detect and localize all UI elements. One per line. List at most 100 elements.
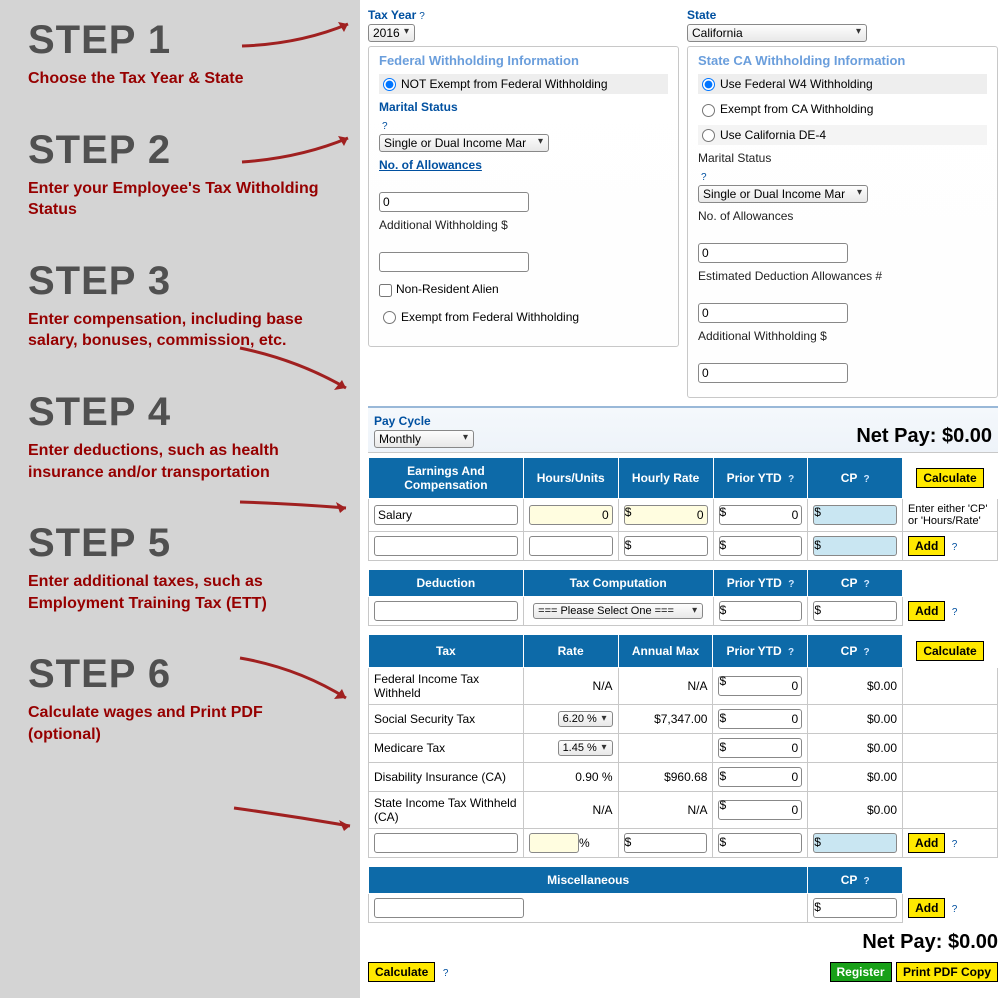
allow-label: No. of Allowances xyxy=(379,158,668,172)
tax-rate-input[interactable] xyxy=(529,833,579,853)
ytd-input[interactable] xyxy=(719,536,803,556)
help-icon[interactable]: ? xyxy=(952,542,958,553)
misc-name-input[interactable] xyxy=(374,898,524,918)
tax-ytd-input[interactable] xyxy=(718,767,802,787)
step4-text: Enter deductions, such as health insuran… xyxy=(28,440,340,483)
federal-marital-select[interactable]: Single or Dual Income Mar xyxy=(379,134,549,152)
cp-input[interactable] xyxy=(813,536,897,556)
state-addl-input[interactable] xyxy=(698,363,848,383)
register-button[interactable]: Register xyxy=(830,962,892,982)
federal-allow-input[interactable] xyxy=(379,192,529,212)
add-button[interactable]: Add xyxy=(908,601,945,621)
nra-checkbox[interactable] xyxy=(379,284,392,297)
federal-not-exempt-radio[interactable]: NOT Exempt from Federal Withholding xyxy=(379,74,668,94)
step2-text: Enter your Employee's Tax Witholding Sta… xyxy=(28,178,340,221)
arrow-icon xyxy=(232,800,358,850)
tax-name-input[interactable] xyxy=(374,833,518,853)
addl-label: Additional Withholding $ xyxy=(379,218,668,232)
help-icon[interactable]: ? xyxy=(419,11,425,22)
rate-input[interactable] xyxy=(624,505,708,525)
state-marital-select[interactable]: Single or Dual Income Mar xyxy=(698,185,868,203)
tax-rate-select[interactable]: 6.20 % xyxy=(558,711,613,727)
state-exempt-radio[interactable]: Exempt from CA Withholding xyxy=(698,99,987,119)
help-icon[interactable]: ? xyxy=(701,172,707,183)
calculate-button[interactable]: Calculate xyxy=(368,962,435,982)
tax-cp-input[interactable] xyxy=(813,833,897,853)
state-usefed-radio[interactable]: Use Federal W4 Withholding xyxy=(698,74,987,94)
state-estded-input[interactable] xyxy=(698,303,848,323)
tax-ytd-input[interactable] xyxy=(718,833,802,853)
cp-input[interactable] xyxy=(813,505,897,525)
add-button[interactable]: Add xyxy=(908,833,945,853)
misc-cp-input[interactable] xyxy=(813,898,897,918)
add-button[interactable]: Add xyxy=(908,898,945,918)
add-button[interactable]: Add xyxy=(908,536,945,556)
deduction-table: DeductionTax ComputationPrior YTD ?CP ? … xyxy=(368,569,998,626)
earn-name-input[interactable] xyxy=(374,505,518,525)
tax-ytd-input[interactable] xyxy=(718,676,802,696)
help-icon[interactable]: ? xyxy=(952,839,958,850)
tax-year-label: Tax Year xyxy=(368,8,416,22)
table-row: State Income Tax Withheld (CA)N/AN/A$$0.… xyxy=(369,791,998,828)
step3-text: Enter compensation, including base salar… xyxy=(28,309,340,352)
state-addl-label: Additional Withholding $ xyxy=(698,329,987,343)
calculate-button[interactable]: Calculate xyxy=(916,641,983,661)
tax-max-input[interactable] xyxy=(624,833,708,853)
ded-name-input[interactable] xyxy=(374,601,518,621)
table-row: Social Security Tax6.20 %$7,347.00$$0.00 xyxy=(369,704,998,733)
state-legend: State CA Withholding Information xyxy=(698,53,987,68)
table-row: % $ $ $ Add ? xyxy=(369,828,998,857)
tax-ytd-input[interactable] xyxy=(718,800,802,820)
tax-ytd-input[interactable] xyxy=(718,738,802,758)
state-select[interactable]: California xyxy=(687,24,867,42)
state-fieldset: State CA Withholding Information Use Fed… xyxy=(687,46,998,398)
main-panel: Tax Year? 2016 Federal Withholding Infor… xyxy=(360,0,1008,998)
state-marital-label: Marital Status xyxy=(698,151,987,165)
help-icon[interactable]: ? xyxy=(382,121,388,132)
tax-name: Disability Insurance (CA) xyxy=(369,762,524,791)
step5-text: Enter additional taxes, such as Employme… xyxy=(28,571,340,614)
state-allow-input[interactable] xyxy=(698,243,848,263)
step1-text: Choose the Tax Year & State xyxy=(28,68,340,90)
earnings-table: Earnings And CompensationHours/UnitsHour… xyxy=(368,457,998,561)
step5-heading: STEP 5 xyxy=(28,523,340,563)
calculate-button[interactable]: Calculate xyxy=(916,468,983,488)
tax-ytd-input[interactable] xyxy=(718,709,802,729)
table-row: $ Add ? xyxy=(369,893,998,922)
step6-heading: STEP 6 xyxy=(28,654,340,694)
table-row: Disability Insurance (CA)0.90 %$960.68$$… xyxy=(369,762,998,791)
help-icon[interactable]: ? xyxy=(443,968,449,979)
help-icon[interactable]: ? xyxy=(952,607,958,618)
ded-cp-input[interactable] xyxy=(813,601,897,621)
ded-ytd-input[interactable] xyxy=(719,601,803,621)
rate-input[interactable] xyxy=(624,536,708,556)
table-row: Medicare Tax1.45 %$$0.00 xyxy=(369,733,998,762)
step6-text: Calculate wages and Print PDF (optional) xyxy=(28,702,340,745)
tax-name: Social Security Tax xyxy=(369,704,524,733)
federal-addl-input[interactable] xyxy=(379,252,529,272)
nra-label: Non-Resident Alien xyxy=(396,282,499,296)
pay-cycle-select[interactable]: Monthly xyxy=(374,430,474,448)
marital-label: Marital Status xyxy=(379,100,668,114)
earn-name-input[interactable] xyxy=(374,536,518,556)
federal-exempt-radio[interactable]: Exempt from Federal Withholding xyxy=(379,307,668,327)
state-de4-radio[interactable]: Use California DE-4 xyxy=(698,125,987,145)
help-icon[interactable]: ? xyxy=(952,904,958,915)
federal-legend: Federal Withholding Information xyxy=(379,53,668,68)
state-estded-label: Estimated Deduction Allowances # xyxy=(698,269,987,283)
step2-heading: STEP 2 xyxy=(28,130,340,170)
hours-input[interactable] xyxy=(529,536,613,556)
net-pay-top: Net Pay: $0.00 xyxy=(856,425,992,448)
misc-table: MiscellaneousCP ? $ Add ? xyxy=(368,866,998,923)
steps-sidebar: STEP 1Choose the Tax Year & State STEP 2… xyxy=(0,0,360,998)
table-row: $ $ $ Add ? xyxy=(369,531,998,560)
tax-year-select[interactable]: 2016 xyxy=(368,24,415,42)
earn-hint: Enter either 'CP' or 'Hours/Rate' xyxy=(903,498,998,531)
tax-name: Federal Income Tax Withheld xyxy=(369,667,524,704)
print-pdf-button[interactable]: Print PDF Copy xyxy=(896,962,998,982)
tax-comp-select[interactable]: === Please Select One === xyxy=(533,603,703,619)
step3-heading: STEP 3 xyxy=(28,261,340,301)
tax-rate-select[interactable]: 1.45 % xyxy=(558,740,613,756)
ytd-input[interactable] xyxy=(719,505,803,525)
hours-input[interactable] xyxy=(529,505,613,525)
